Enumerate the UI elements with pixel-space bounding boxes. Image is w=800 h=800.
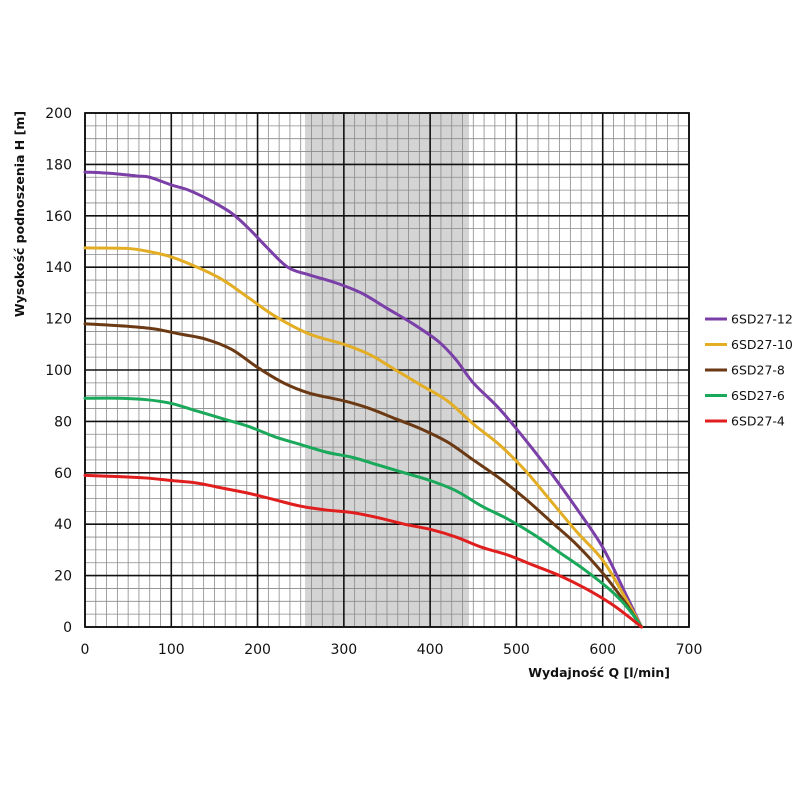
x-tick-label: 100	[158, 642, 185, 658]
y-tick-label: 100	[45, 363, 72, 379]
y-tick-label: 120	[45, 312, 72, 328]
x-tick-label: 0	[81, 642, 90, 658]
y-tick-label: 200	[45, 106, 72, 122]
x-tick-label: 300	[330, 642, 357, 658]
series-line-6sd27-8	[83, 322, 644, 629]
series-line-6sd27-4	[83, 473, 644, 629]
y-tick-label: 160	[45, 209, 72, 225]
legend: 6SD27-12 6SD27-10 6SD27-8 6SD27-6 6SD27-4	[705, 312, 793, 429]
x-tick-label: 500	[503, 642, 530, 658]
legend-label: 6SD27-4	[731, 414, 785, 429]
y-axis-title: Wysokość podnoszenia H [m]	[12, 111, 27, 317]
legend-label: 6SD27-12	[731, 312, 793, 327]
series-line-6sd27-6	[83, 396, 644, 629]
y-tick-label: 0	[63, 620, 72, 636]
y-tick-label: 40	[54, 517, 72, 533]
y-tick-label: 60	[54, 466, 72, 482]
y-tick-label: 180	[45, 157, 72, 173]
series-line-6sd27-10	[83, 246, 644, 629]
legend-label: 6SD27-8	[731, 363, 785, 378]
y-tick-label: 80	[54, 414, 72, 430]
series-line-6sd27-12	[83, 170, 644, 629]
legend-label: 6SD27-6	[731, 388, 785, 403]
x-tick-label: 400	[417, 642, 444, 658]
y-tick-label: 20	[54, 569, 72, 585]
plot-frame	[84, 112, 690, 628]
x-tick-label: 600	[589, 642, 616, 658]
x-axis-title: Wydajność Q [l/min]	[528, 665, 670, 680]
y-tick-label: 140	[45, 260, 72, 276]
x-tick-label: 700	[676, 642, 703, 658]
x-tick-label: 200	[244, 642, 271, 658]
legend-label: 6SD27-10	[731, 337, 793, 352]
